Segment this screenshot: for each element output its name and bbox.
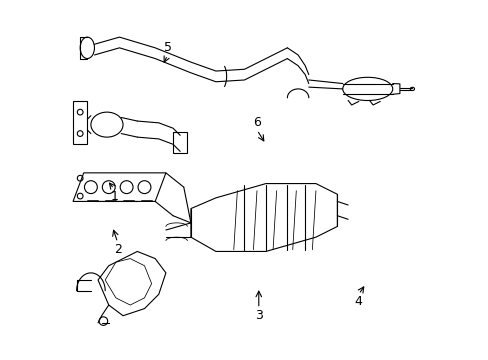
- Text: 6: 6: [253, 116, 261, 129]
- Text: 5: 5: [163, 41, 171, 54]
- Text: 1: 1: [110, 190, 118, 203]
- Text: 3: 3: [254, 309, 262, 322]
- Text: 4: 4: [354, 295, 362, 308]
- Text: 2: 2: [114, 243, 122, 256]
